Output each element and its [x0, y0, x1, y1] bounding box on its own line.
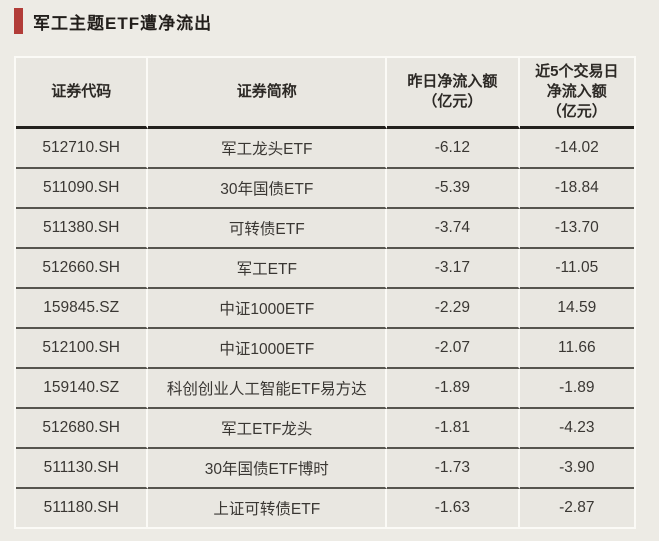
table-cell: 上证可转债ETF — [148, 489, 388, 527]
table-row: 159845.SZ 中证1000ETF -2.29 14.59 — [16, 289, 634, 329]
column-header: 证券简称 — [148, 58, 388, 129]
table-row: 511090.SH 30年国债ETF -5.39 -18.84 — [16, 169, 634, 209]
table-row: 512680.SH 军工ETF龙头 -1.81 -4.23 — [16, 409, 634, 449]
table-cell: -4.23 — [519, 409, 634, 449]
table-cell: 30年国债ETF — [148, 169, 388, 209]
table-cell: 11.66 — [519, 329, 634, 369]
table-cell: -1.89 — [387, 369, 520, 409]
table-cell: -2.07 — [387, 329, 520, 369]
table-cell: -2.29 — [387, 289, 520, 329]
column-header: 昨日净流入额 （亿元） — [387, 58, 520, 129]
table-row: 511130.SH 30年国债ETF博时 -1.73 -3.90 — [16, 449, 634, 489]
table-cell: 159140.SZ — [16, 369, 149, 409]
table-body: 512710.SH 军工龙头ETF -6.12 -14.02 511090.SH 30年国… — [16, 129, 634, 527]
table-cell: -3.17 — [387, 249, 520, 289]
table-cell: -2.87 — [559, 499, 595, 516]
table-cell: 军工ETF龙头 — [148, 409, 388, 449]
table-cell: 中证1000ETF — [148, 289, 388, 329]
title-accent-bar — [14, 8, 23, 34]
table-cell: 511130.SH — [16, 449, 149, 489]
table-cell: -3.74 — [387, 209, 520, 249]
table-row: 511180.SH 上证可转债ETF -1.63 -2.87 — [16, 489, 634, 527]
table-cell: -18.84 — [519, 169, 634, 209]
table-cell: 511380.SH — [16, 209, 149, 249]
table-cell: 511090.SH — [16, 169, 149, 209]
table-cell: -5.39 — [387, 169, 520, 209]
table-cell: 512710.SH — [16, 129, 149, 169]
table-cell: -1.63 — [387, 489, 520, 527]
table-cell: 军工龙头ETF — [148, 129, 388, 169]
table-cell: -1.73 — [387, 449, 520, 489]
column-header: 证券代码 — [16, 58, 149, 129]
table-cell: -11.05 — [519, 249, 634, 289]
table-row: 512100.SH 中证1000ETF -2.07 11.66 — [16, 329, 634, 369]
table-cell: 30年国债ETF博时 — [148, 449, 388, 489]
table-cell: -13.70 — [519, 209, 634, 249]
table-cell: 159845.SZ — [16, 289, 149, 329]
table-cell: 512100.SH — [16, 329, 149, 369]
table-row: 512710.SH 军工龙头ETF -6.12 -14.02 — [16, 129, 634, 169]
table-cell: 中证1000ETF — [148, 329, 388, 369]
table-row: 159140.SZ 科创创业人工智能ETF易方达 -1.89 -1.89 — [16, 369, 634, 409]
etf-flow-table: 证券代码 证券简称 昨日净流入额 （亿元） 近5个交易日 净流入额 （亿元） 512710.… — [14, 56, 636, 529]
table-header-row: 证券代码 证券简称 昨日净流入额 （亿元） 近5个交易日 净流入额 （亿元） — [16, 58, 634, 129]
table-cell: 可转债ETF — [148, 209, 388, 249]
table-cell: 军工ETF — [148, 249, 388, 289]
column-header: 近5个交易日 净流入额 （亿元） — [519, 58, 634, 129]
table-cell: 512680.SH — [16, 409, 149, 449]
table-row: 511380.SH 可转债ETF -3.74 -13.70 — [16, 209, 634, 249]
table-cell: -14.02 — [519, 129, 634, 169]
page-header: 军工主题ETF遭净流出 — [14, 8, 212, 34]
table-cell: -1.89 — [519, 369, 634, 409]
table-cell: 512660.SH — [16, 249, 149, 289]
table-row: 512660.SH 军工ETF -3.17 -11.05 — [16, 249, 634, 289]
page-title: 军工主题ETF遭净流出 — [33, 13, 213, 33]
table-cell: 14.59 — [519, 289, 634, 329]
table-cell: -6.12 — [387, 129, 520, 169]
table-cell: 科创创业人工智能ETF易方达 — [148, 369, 388, 409]
table-cell: -3.90 — [519, 449, 634, 489]
table-cell: 511180.SH — [16, 489, 149, 527]
table-cell: -1.81 — [387, 409, 520, 449]
